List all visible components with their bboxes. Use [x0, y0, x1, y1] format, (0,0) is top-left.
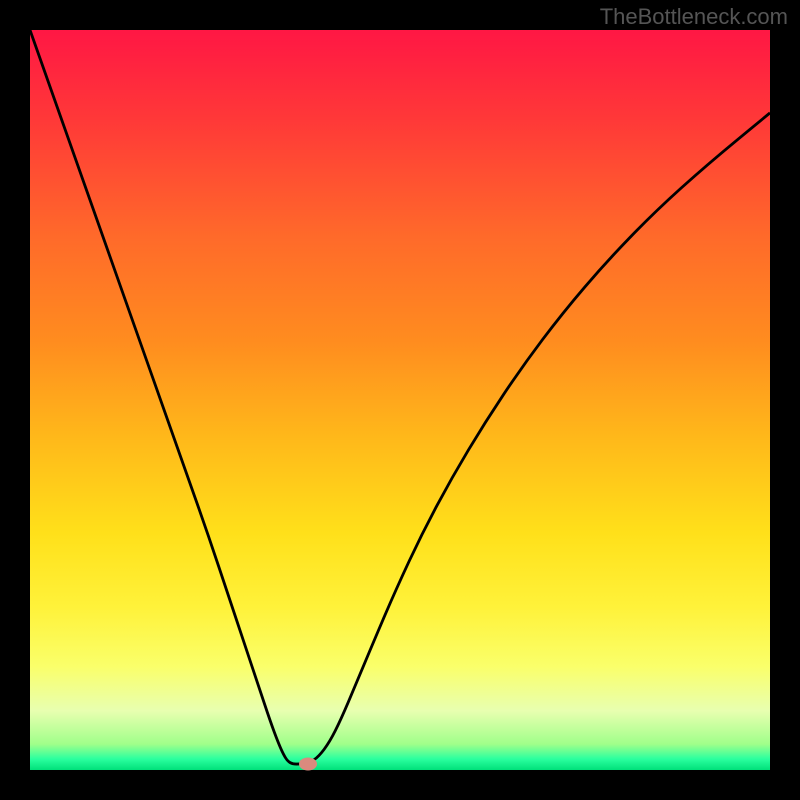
gradient-background	[30, 30, 770, 770]
optimal-point-marker	[299, 758, 317, 771]
watermark-text: TheBottleneck.com	[600, 4, 788, 30]
plot-area	[30, 30, 770, 770]
